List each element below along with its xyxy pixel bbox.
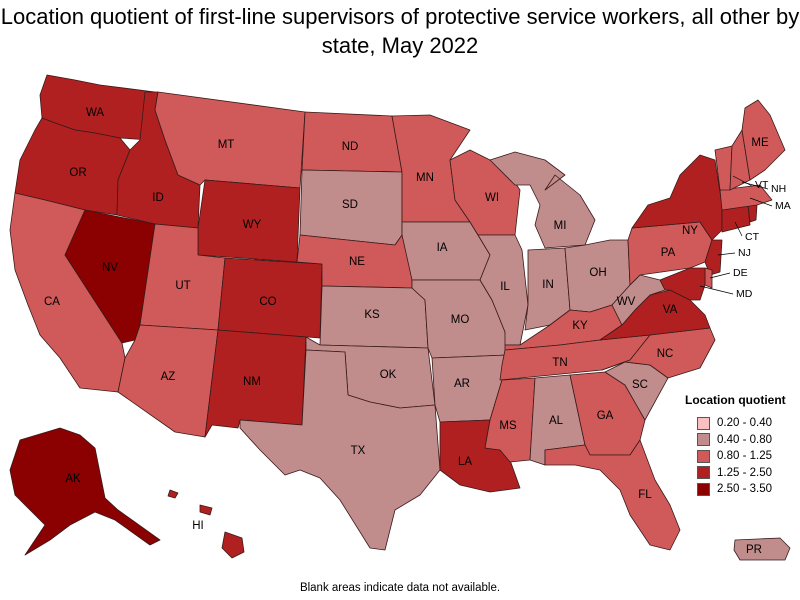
svg-text:LA: LA	[458, 456, 472, 468]
state-ri[interactable]	[747, 204, 758, 223]
svg-text:IA: IA	[437, 242, 448, 254]
svg-text:KY: KY	[572, 320, 588, 332]
svg-text:DE: DE	[733, 267, 748, 279]
legend-swatch	[697, 433, 710, 447]
state-ny[interactable]	[631, 154, 723, 241]
svg-text:AZ: AZ	[161, 371, 176, 383]
svg-text:NY: NY	[682, 225, 698, 237]
svg-text:CA: CA	[44, 296, 60, 308]
svg-text:CT: CT	[745, 231, 760, 243]
svg-text:FL: FL	[638, 489, 652, 501]
svg-text:OR: OR	[69, 167, 86, 179]
svg-text:MS: MS	[499, 420, 517, 432]
svg-text:NC: NC	[657, 348, 674, 360]
svg-text:MA: MA	[775, 200, 791, 212]
svg-text:WA: WA	[86, 107, 104, 119]
svg-text:ME: ME	[751, 137, 769, 149]
legend-title: Location quotient	[685, 393, 786, 407]
map-title: Location quotient of first-line supervis…	[0, 4, 800, 58]
state-tx[interactable]	[239, 349, 441, 551]
legend-item: 0.40 - 0.80	[685, 432, 800, 449]
legend-item: 1.25 - 2.50	[685, 465, 800, 482]
svg-text:NH: NH	[771, 183, 786, 195]
svg-text:WI: WI	[485, 192, 499, 204]
state-me[interactable]	[741, 99, 786, 181]
footnote: Blank areas indicate data not available.	[299, 582, 501, 594]
state-nc[interactable]	[601, 327, 716, 379]
svg-text:MN: MN	[416, 172, 434, 184]
legend-swatch	[697, 416, 710, 430]
svg-text:WY: WY	[243, 219, 262, 231]
state-md[interactable]	[659, 267, 706, 301]
svg-text:OK: OK	[380, 369, 397, 381]
svg-text:SD: SD	[342, 199, 358, 211]
legend-label: 0.80 - 1.25	[717, 450, 772, 463]
svg-text:MT: MT	[218, 139, 235, 151]
svg-text:NJ: NJ	[738, 247, 751, 259]
svg-text:PA: PA	[661, 247, 676, 259]
legend-item: 0.80 - 1.25	[685, 448, 800, 465]
legend-swatch	[697, 449, 710, 463]
svg-text:AK: AK	[65, 473, 81, 485]
legend-label: 2.50 - 3.50	[717, 483, 772, 496]
svg-text:PR: PR	[746, 544, 762, 556]
svg-text:ID: ID	[152, 192, 164, 204]
svg-text:OH: OH	[589, 267, 606, 279]
svg-text:WV: WV	[617, 296, 636, 308]
svg-text:TX: TX	[351, 445, 366, 457]
svg-text:MI: MI	[554, 220, 567, 232]
legend-swatch	[697, 482, 710, 496]
state-ak[interactable]	[9, 427, 161, 556]
svg-text:AR: AR	[454, 378, 470, 390]
svg-text:NM: NM	[243, 376, 261, 388]
legend: Location quotient 0.20 - 0.40 0.40 - 0.80…	[685, 393, 800, 498]
state-pr[interactable]	[733, 537, 791, 561]
legend-label: 0.20 - 0.40	[717, 417, 772, 430]
svg-text:UT: UT	[175, 280, 190, 292]
svg-text:SC: SC	[632, 379, 648, 391]
legend-swatch	[697, 466, 710, 480]
svg-text:TN: TN	[552, 357, 567, 369]
svg-text:NV: NV	[102, 262, 118, 274]
svg-text:AL: AL	[549, 415, 564, 427]
svg-text:CO: CO	[259, 296, 276, 308]
state-fl[interactable]	[544, 439, 681, 551]
state-ma[interactable]	[719, 184, 773, 211]
state-hi[interactable]	[167, 489, 245, 559]
legend-item: 0.20 - 0.40	[685, 415, 800, 432]
svg-text:IL: IL	[500, 281, 510, 293]
state-wy[interactable]	[197, 179, 301, 263]
svg-text:ND: ND	[342, 141, 359, 153]
svg-text:IN: IN	[542, 279, 554, 291]
legend-label: 0.40 - 0.80	[717, 433, 772, 446]
state-mi[interactable]	[489, 151, 596, 249]
svg-text:MD: MD	[736, 288, 753, 300]
svg-text:NE: NE	[349, 256, 365, 268]
state-labels: WA OR CA NV ID MT WY UT AZ CO NM ND SD N…	[44, 107, 791, 556]
state-nj[interactable]	[704, 239, 723, 276]
svg-text:HI: HI	[192, 520, 204, 532]
svg-text:MO: MO	[451, 314, 470, 326]
svg-text:VT: VT	[755, 179, 769, 191]
svg-text:VA: VA	[663, 304, 678, 316]
state-nm[interactable]	[204, 329, 307, 438]
legend-label: 1.25 - 2.50	[717, 466, 772, 479]
svg-text:GA: GA	[597, 410, 614, 422]
legend-item: 2.50 - 3.50	[685, 481, 800, 498]
svg-text:KS: KS	[364, 309, 380, 321]
